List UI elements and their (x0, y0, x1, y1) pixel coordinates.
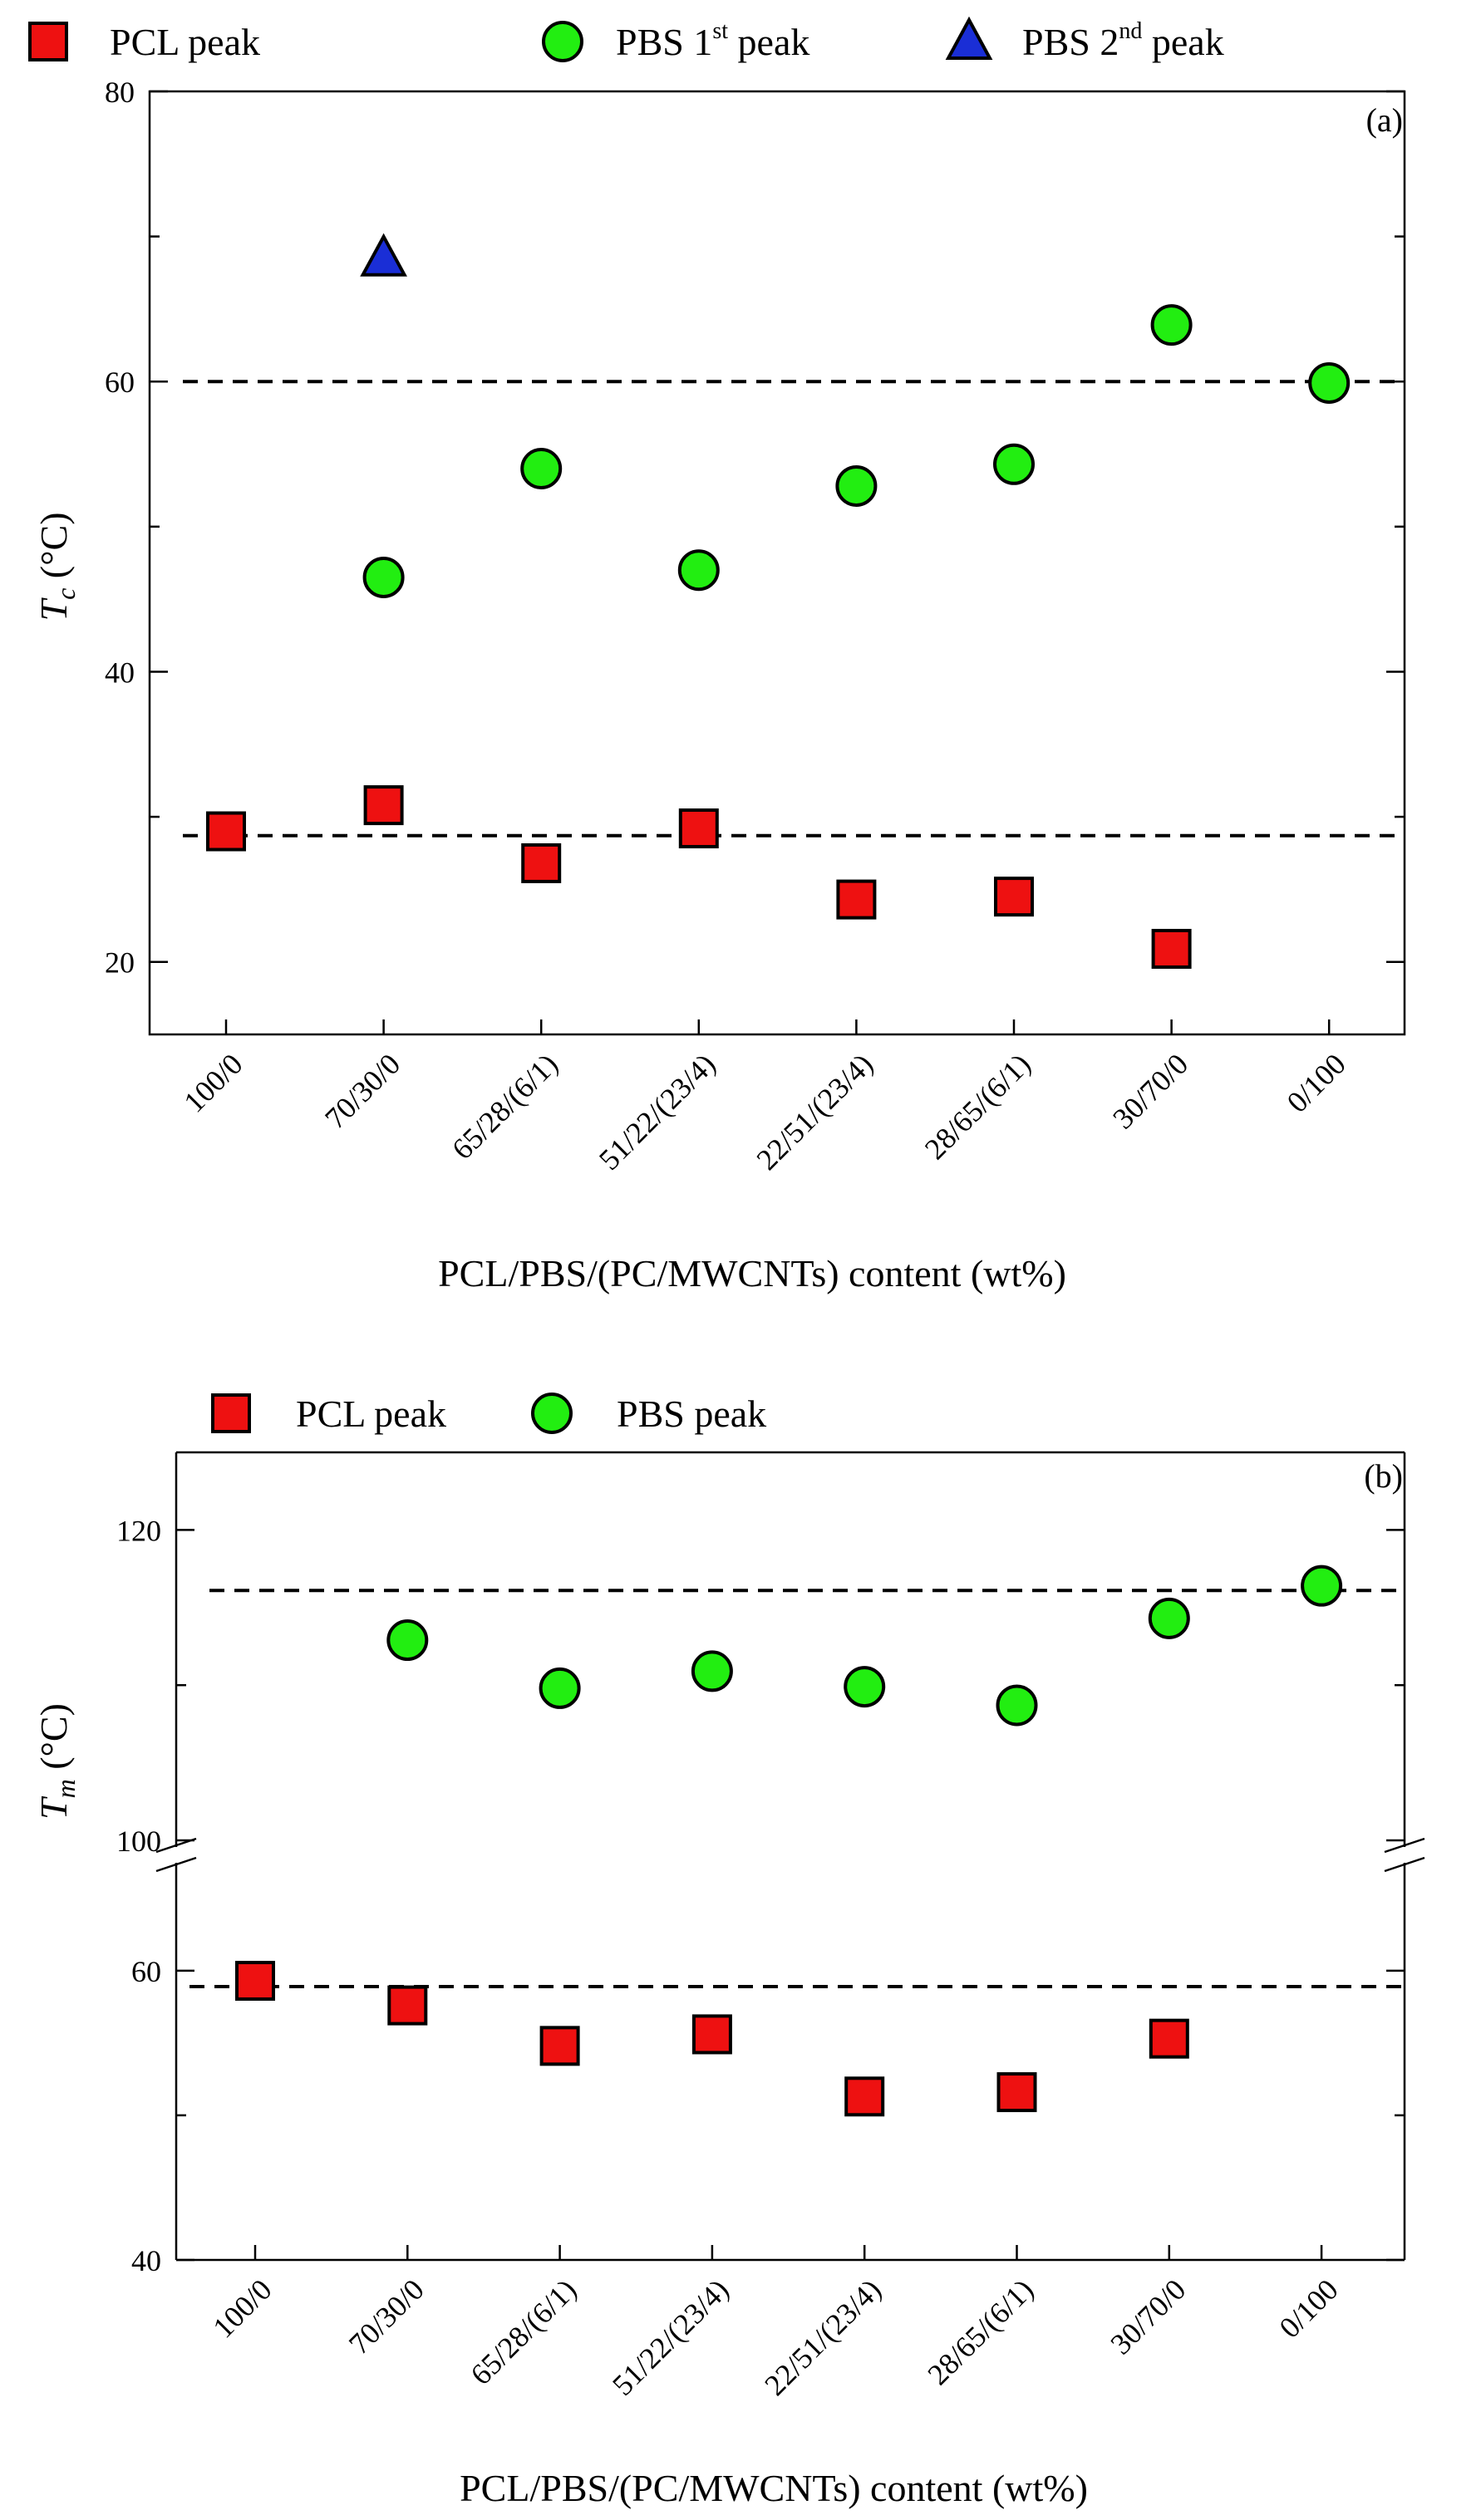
point-square (691, 2014, 732, 2055)
legend: PCL peak PBS 1st peak PBS 2nd peak (28, 16, 1224, 63)
y-axis-title-sub: c (51, 588, 81, 600)
legend-text: PBS 1 (616, 21, 712, 63)
x-tick-label: 28/65/(6/1) (921, 2272, 1040, 2391)
y-tick-label: 120 (116, 1514, 161, 1547)
x-tick-label: 0/100 (1272, 2272, 1344, 2344)
point-square (836, 879, 877, 920)
legend-sup: st (712, 18, 728, 44)
legend-label: PBS peak (617, 1393, 766, 1435)
point-square (1151, 928, 1192, 969)
y-tick-label: 40 (105, 656, 135, 689)
point-square (539, 2026, 580, 2066)
y-axis-title-main: T (32, 1795, 75, 1820)
point-circle (520, 448, 563, 489)
panel-label: (a) (1366, 101, 1403, 139)
point-circle (835, 464, 878, 507)
point-circle (362, 556, 405, 598)
y-tick-label: 60 (131, 1955, 161, 1988)
point-circle (691, 1650, 733, 1692)
panel-b: 100 120 40 60 100/0 70/30/0 65/28/(6/1) 51/22/(… (32, 1393, 1425, 2509)
x-tick-label: 30/70/0 (1106, 1047, 1194, 1135)
legend-marker-square (211, 1393, 251, 1433)
point-square (1149, 2018, 1189, 2059)
point-circle (677, 549, 720, 592)
x-tick-label: 51/22/(23/4) (606, 2272, 736, 2402)
x-axis-title: PCL/PBS/(PC/MWCNTs) content (wt%) (438, 1252, 1066, 1294)
legend-marker-circle (531, 1393, 573, 1434)
y-axis-title-main: T (32, 597, 75, 621)
point-square (996, 2072, 1037, 2113)
y-tick-label: 40 (131, 2244, 161, 2277)
panel-a: 20 40 60 80 100/0 70/30/0 65/28/(6/1) 51/22/(23… (28, 16, 1406, 1294)
point-square (235, 1961, 275, 2002)
x-tick-label: 22/51/(23/4) (750, 1047, 880, 1176)
point-circle (1148, 1597, 1190, 1639)
axis-break-mark (155, 1856, 197, 1873)
legend-label: PBS 2nd peak (1022, 18, 1224, 63)
legend: PCL peak PBS peak (211, 1393, 766, 1435)
y-tick-label: 20 (105, 946, 135, 980)
point-square (844, 2076, 885, 2117)
legend-label: PCL peak (296, 1393, 446, 1435)
x-tick-label: 100/0 (177, 1047, 248, 1118)
point-square (206, 811, 246, 852)
point-circle (1308, 361, 1351, 404)
point-circle (993, 443, 1035, 485)
legend-label: PBS 1st peak (616, 18, 809, 63)
point-circle (996, 1684, 1038, 1727)
y-axis-title-unit: (°C) (32, 1703, 75, 1779)
x-tick-label: 70/30/0 (342, 2272, 431, 2360)
point-square (521, 842, 562, 883)
point-circle (386, 1619, 429, 1662)
axis-break-mark (1384, 1856, 1425, 1873)
x-tick-label: 22/51/(23/4) (758, 2272, 888, 2402)
legend-text: PCL peak (110, 21, 260, 63)
x-axis-title: PCL/PBS/(PC/MWCNTs) content (wt%) (460, 2467, 1088, 2509)
point-circle (539, 1667, 581, 1709)
x-tick-label: 65/28/(6/1) (445, 1047, 564, 1166)
legend-marker-triangle (945, 16, 993, 60)
x-tick-label: 100/0 (206, 2272, 278, 2344)
point-triangle (360, 233, 407, 277)
legend-sup: nd (1119, 18, 1142, 44)
legend-label: PCL peak (110, 21, 260, 63)
legend-marker-square (28, 22, 68, 61)
legend-tail: peak (1142, 21, 1223, 63)
y-axis-title-unit: (°C) (32, 512, 75, 587)
x-tick-label: 51/22/(23/4) (593, 1047, 722, 1176)
legend-text: PBS 2 (1022, 21, 1119, 63)
axis-break-mark (1384, 1837, 1425, 1854)
point-square (678, 808, 719, 849)
point-square (363, 785, 404, 826)
x-tick-label: 30/70/0 (1104, 2272, 1192, 2360)
point-circle (844, 1666, 886, 1708)
legend-tail: peak (728, 21, 809, 63)
point-square (387, 1985, 428, 2026)
x-tick-label: 0/100 (1281, 1047, 1352, 1118)
point-circle (1150, 304, 1193, 346)
y-tick-label: 60 (105, 366, 135, 399)
x-tick-label: 65/28/(6/1) (464, 2272, 583, 2391)
point-circle (1301, 1565, 1343, 1607)
x-tick-label: 70/30/0 (318, 1047, 406, 1135)
plot-frame (148, 90, 1406, 1036)
y-axis-title: Tm (°C) (32, 1703, 81, 1820)
legend-marker-circle (542, 21, 583, 62)
y-tick-label: 80 (105, 76, 135, 109)
y-axis-title-sub: m (51, 1779, 81, 1798)
panel-label: (b) (1364, 1457, 1403, 1495)
y-axis-title: Tc (°C) (32, 512, 81, 621)
point-square (994, 877, 1034, 917)
x-tick-label: 28/65/(6/1) (918, 1047, 1037, 1166)
y-tick-label: 100 (116, 1825, 161, 1858)
